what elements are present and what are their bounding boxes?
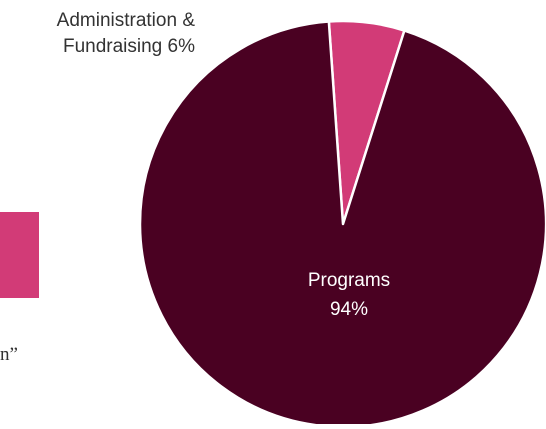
slice-label-line: Administration & bbox=[57, 10, 196, 31]
partial-legend-swatch bbox=[0, 212, 39, 298]
slice-label-administration-fundraising: Administration & Fundraising 6% bbox=[57, 10, 196, 57]
slice-label-line: Fundraising 6% bbox=[63, 36, 195, 57]
slice-label-programs: Programs 94% bbox=[308, 270, 390, 320]
partial-text-fragment: n” bbox=[0, 344, 18, 365]
slice-label-line: 94% bbox=[330, 299, 368, 320]
slice-label-line: Programs bbox=[308, 270, 390, 291]
